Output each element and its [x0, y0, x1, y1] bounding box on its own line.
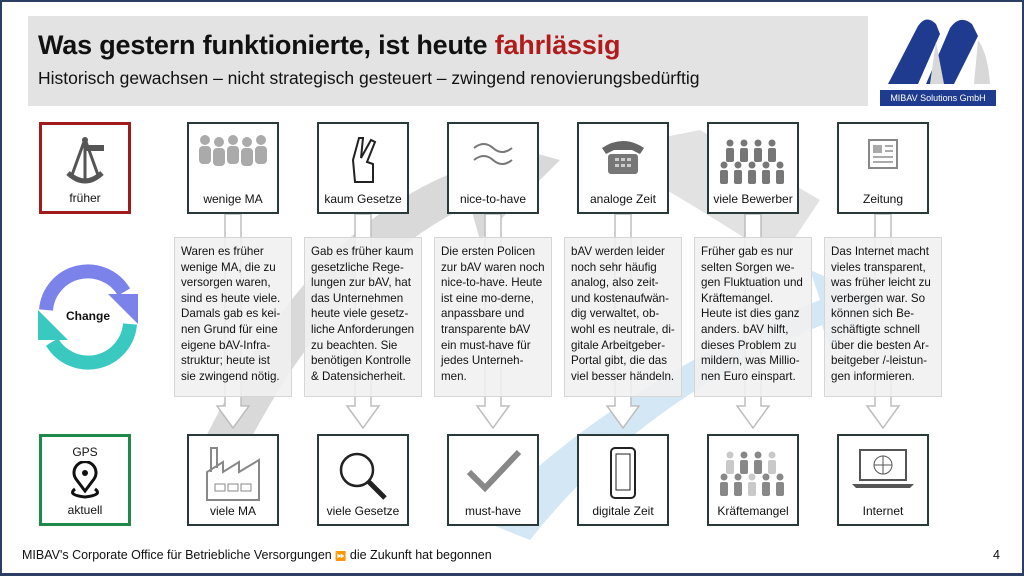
change-label: Change: [65, 309, 110, 323]
gps-label: GPS: [72, 445, 98, 459]
aktuell-box: GPS aktuell: [39, 434, 131, 526]
frueher-box: früher: [39, 122, 131, 214]
logo-caption: MIBAV Solutions GmbH: [880, 90, 996, 106]
before-label: analoge Zeit: [589, 192, 657, 206]
before-label: nice-to-have: [459, 192, 527, 206]
magnifier-icon: [319, 446, 407, 506]
aktuell-label: aktuell: [67, 503, 103, 517]
fast-forward-icon: ⏩: [335, 551, 347, 561]
frueher-label: früher: [69, 191, 101, 205]
newspaper-icon: [839, 134, 927, 174]
footer-right: die Zukunft hat begonnen: [349, 548, 492, 562]
footer: MIBAV's Corporate Office für Betrieblich…: [22, 548, 492, 562]
header-banner: [28, 16, 868, 106]
footer-left: MIBAV's Corporate Office für Betrieblich…: [22, 548, 332, 562]
before-label: viele Bewerber: [713, 192, 793, 206]
mibav-logo-icon: [888, 19, 990, 84]
before-box-3: analoge Zeit: [577, 122, 669, 214]
after-label: viele MA: [209, 504, 256, 518]
crossed-fingers-icon: [319, 134, 407, 184]
company-logo: MIBAV Solutions GmbH: [878, 14, 998, 106]
before-box-4: viele Bewerber: [707, 122, 799, 214]
before-box-0: wenige MA: [187, 122, 279, 214]
sparse-crowd-icon: [709, 446, 797, 502]
after-label: viele Gesetze: [326, 504, 400, 518]
title-highlight: fahrlässig: [494, 30, 621, 60]
smartphone-icon: [579, 446, 667, 502]
description-text: Das Internet macht vieles transparent, w…: [824, 237, 942, 397]
page-number: 4: [993, 548, 1000, 562]
description-text: Früher gab es nur selten Sorgen we-gen F…: [694, 237, 812, 397]
description-text: Waren es früher wenige MA, die zu versor…: [174, 237, 292, 397]
crowd-icon: [709, 134, 797, 190]
checkmark-icon: [449, 446, 537, 496]
after-label: Kräftemangel: [717, 504, 789, 518]
before-label: wenige MA: [203, 192, 263, 206]
sextant-icon: [42, 135, 128, 190]
page-subtitle: Historisch gewachsen – nicht strategisch…: [38, 68, 700, 88]
change-cycle: Change: [34, 262, 142, 370]
before-box-5: Zeitung: [837, 122, 929, 214]
page-title: Was gestern funktionierte, ist heute fah…: [38, 30, 620, 61]
after-label: must-have: [464, 504, 522, 518]
after-box-3: digitale Zeit: [577, 434, 669, 526]
people-group-icon: [189, 134, 277, 168]
description-text: bAV werden leider noch sehr häufig analo…: [564, 237, 682, 397]
title-main: Was gestern funktionierte, ist heute: [38, 30, 495, 60]
telephone-icon: [579, 134, 667, 178]
description-text: Gab es früher kaum gesetzliche Rege-lung…: [304, 237, 422, 397]
laptop-globe-icon: [839, 446, 927, 490]
refresh-cycle-icon: [38, 264, 138, 370]
before-box-1: kaum Gesetze: [317, 122, 409, 214]
after-box-5: Internet: [837, 434, 929, 526]
after-box-1: viele Gesetze: [317, 434, 409, 526]
map-pin-icon: [42, 461, 128, 501]
after-box-0: viele MA: [187, 434, 279, 526]
factory-icon: [189, 446, 277, 502]
after-label: digitale Zeit: [592, 504, 654, 518]
before-box-2: nice-to-have: [447, 122, 539, 214]
after-box-4: Kräftemangel: [707, 434, 799, 526]
description-text: Die ersten Policen zur bAV waren noch ni…: [434, 237, 552, 397]
approx-icon: [449, 134, 537, 174]
before-label: kaum Gesetze: [324, 192, 402, 206]
after-label: Internet: [862, 504, 904, 518]
before-label: Zeitung: [862, 192, 904, 206]
after-box-2: must-have: [447, 434, 539, 526]
